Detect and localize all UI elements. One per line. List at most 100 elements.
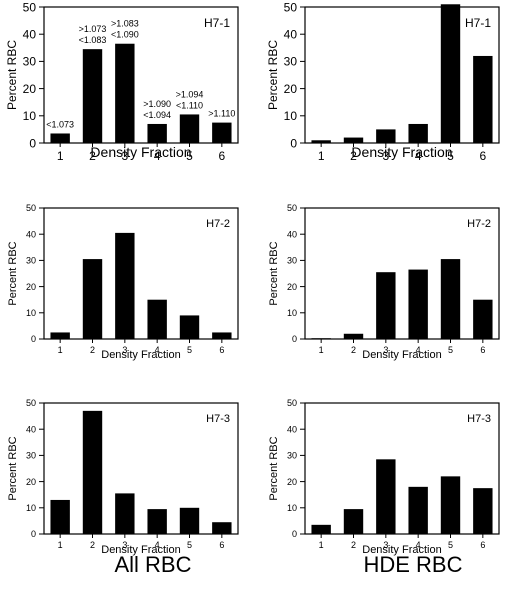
y-tick-label: 0 — [290, 136, 297, 150]
x-tick-label: 2 — [350, 149, 357, 163]
y-tick-label: 0 — [31, 334, 36, 344]
y-tick-label: 0 — [292, 529, 297, 539]
y-tick-label: 50 — [26, 203, 36, 213]
bar — [440, 4, 461, 144]
bar — [311, 338, 331, 339]
bar — [212, 122, 232, 143]
bar — [147, 299, 167, 339]
x-tick-label: 5 — [448, 540, 453, 550]
bar — [179, 114, 200, 143]
bar — [147, 509, 167, 534]
plot-frame — [304, 207, 500, 340]
x-tick-label: 5 — [186, 149, 193, 163]
y-tick-label: 20 — [284, 82, 298, 96]
x-tick-label: 4 — [154, 149, 161, 163]
x-tick-label: 2 — [351, 540, 356, 550]
bar — [473, 55, 493, 143]
y-axis-label: Percent RBC — [268, 241, 280, 305]
bar-density-label: <1.094 — [143, 110, 171, 120]
y-tick-label: 0 — [29, 136, 36, 150]
y-axis-label: Percent RBC — [7, 241, 19, 305]
y-tick-label: 40 — [287, 424, 297, 434]
bar — [408, 269, 428, 339]
x-tick-label: 1 — [57, 149, 64, 163]
x-tick-label: 6 — [219, 345, 224, 355]
x-tick-label: 2 — [90, 345, 95, 355]
y-tick-label: 50 — [23, 0, 37, 14]
panel-label: H7-2 — [467, 218, 491, 230]
chart-panel-2: 0 10 20 30 40 50 1 2 3 4 5 6 H7-1 Density Fraction Per… — [266, 0, 500, 163]
bar-density-label: >1.073 — [79, 24, 107, 34]
y-tick-label: 40 — [287, 229, 297, 239]
chart-panel-4: 0 10 20 30 40 50 1 2 3 4 5 6 H7-2 Density Fraction Per… — [268, 203, 500, 361]
bar — [343, 137, 364, 143]
y-tick-label: 50 — [287, 398, 297, 408]
bar — [343, 333, 364, 339]
y-tick-label: 30 — [26, 451, 36, 461]
y-tick-label: 10 — [287, 308, 297, 318]
x-tick-label: 6 — [218, 149, 225, 163]
y-tick-label: 40 — [26, 424, 36, 434]
y-tick-label: 20 — [26, 282, 36, 292]
bar — [473, 488, 493, 534]
bar — [376, 129, 396, 143]
y-tick-label: 50 — [287, 203, 297, 213]
x-tick-label: 4 — [415, 149, 422, 163]
y-tick-label: 10 — [26, 308, 36, 318]
bar — [343, 509, 364, 534]
x-axis-label: Density Fraction — [101, 544, 180, 556]
y-tick-label: 30 — [26, 256, 36, 266]
x-tick-label: 4 — [416, 540, 421, 550]
bar-density-label: <1.083 — [79, 35, 107, 45]
y-tick-label: 0 — [31, 529, 36, 539]
bar — [179, 315, 200, 339]
bar — [82, 410, 103, 534]
y-tick-label: 20 — [23, 82, 37, 96]
bar — [82, 259, 103, 339]
x-tick-label: 4 — [155, 345, 160, 355]
bar — [50, 133, 70, 143]
bar — [408, 123, 428, 143]
bar — [440, 476, 461, 534]
panel-label: H7-2 — [206, 218, 230, 230]
plot-frame — [43, 6, 239, 144]
x-tick-label: 2 — [89, 149, 96, 163]
y-tick-label: 40 — [23, 28, 37, 42]
x-tick-label: 1 — [58, 345, 63, 355]
chart-panel-3: 0 10 20 30 40 50 1 2 3 4 5 6 H7-2 Density Fraction Per… — [7, 203, 239, 361]
column-label-hde-rbc: HDE RBC — [363, 552, 463, 577]
y-tick-label: 40 — [284, 28, 298, 42]
bar-density-label: >1.094 — [176, 89, 204, 99]
panel-label: H7-1 — [465, 16, 491, 30]
bar-density-label: >1.090 — [143, 99, 171, 109]
chart-panel-6: 0 10 20 30 40 50 1 2 3 4 5 6 H7-3 Density Fraction Per… — [268, 398, 500, 556]
x-tick-label: 3 — [122, 345, 127, 355]
x-tick-label: 3 — [383, 345, 388, 355]
y-tick-label: 10 — [284, 109, 298, 123]
bar — [50, 499, 70, 534]
bar-density-label: >1.083 — [111, 19, 139, 29]
y-axis-label: Percent RBC — [7, 436, 19, 500]
x-tick-label: 5 — [447, 149, 454, 163]
y-axis-label: Percent RBC — [268, 436, 280, 500]
bar — [115, 232, 135, 339]
y-tick-label: 20 — [26, 477, 36, 487]
y-axis-label: Percent RBC — [5, 40, 19, 110]
x-tick-label: 1 — [319, 540, 324, 550]
column-label-all-rbc: All RBC — [114, 552, 192, 577]
bar-density-label: <1.090 — [111, 30, 139, 40]
bar — [408, 486, 428, 534]
bar — [115, 493, 135, 534]
y-tick-label: 30 — [23, 55, 37, 69]
x-tick-label: 6 — [480, 540, 485, 550]
x-tick-label: 5 — [448, 345, 453, 355]
bar — [440, 259, 461, 339]
chart-panel-5: 0 10 20 30 40 50 1 2 3 4 5 6 H7-3 Density Fraction Per… — [7, 398, 239, 556]
y-tick-label: 30 — [287, 256, 297, 266]
x-tick-label: 1 — [319, 345, 324, 355]
y-axis-label: Percent RBC — [266, 40, 280, 110]
panel-label: H7-3 — [467, 413, 491, 425]
y-tick-label: 20 — [287, 477, 297, 487]
y-tick-label: 10 — [23, 109, 37, 123]
